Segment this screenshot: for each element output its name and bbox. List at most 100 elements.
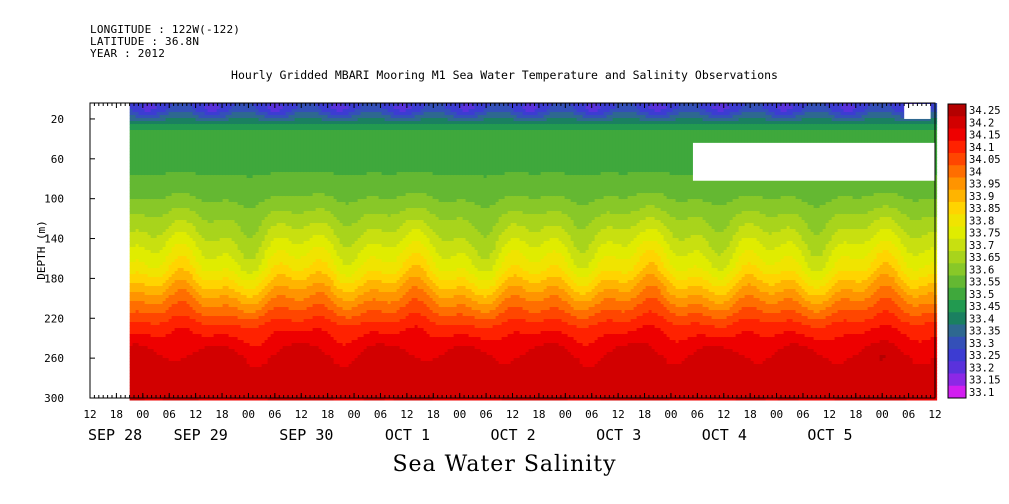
salinity-cell <box>222 391 227 395</box>
salinity-cell <box>174 391 179 395</box>
salinity-cell <box>150 127 155 131</box>
salinity-cell <box>213 355 218 359</box>
salinity-cell <box>243 232 248 236</box>
salinity-cell <box>198 301 203 305</box>
salinity-cell <box>237 268 242 272</box>
salinity-cell <box>267 340 272 344</box>
salinity-cell <box>180 361 185 365</box>
salinity-cell <box>129 247 134 251</box>
salinity-cell <box>186 349 191 353</box>
salinity-cell <box>171 253 176 257</box>
salinity-cell <box>246 205 251 209</box>
salinity-cell <box>177 217 182 221</box>
salinity-cell <box>225 244 230 248</box>
salinity-cell <box>153 361 158 365</box>
salinity-cell <box>180 154 185 158</box>
salinity-cell <box>213 313 218 317</box>
salinity-cell <box>258 187 263 191</box>
salinity-cell <box>159 187 164 191</box>
salinity-cell <box>186 106 191 110</box>
salinity-cell <box>219 133 224 137</box>
salinity-cell <box>252 337 257 341</box>
salinity-cell <box>240 316 245 320</box>
salinity-cell <box>261 283 266 287</box>
salinity-cell <box>147 250 152 254</box>
salinity-cell <box>234 226 239 230</box>
salinity-cell <box>138 226 143 230</box>
salinity-cell <box>243 394 248 398</box>
salinity-cell <box>228 340 233 344</box>
salinity-cell <box>165 298 170 302</box>
salinity-cell <box>261 352 266 356</box>
salinity-cell <box>273 205 278 209</box>
salinity-cell <box>249 136 254 140</box>
salinity-cell <box>180 202 185 206</box>
salinity-cell <box>198 130 203 134</box>
salinity-cell <box>153 241 158 245</box>
salinity-cell <box>147 361 152 365</box>
salinity-cell <box>180 262 185 266</box>
salinity-cell <box>258 397 263 401</box>
salinity-cell <box>198 109 203 113</box>
salinity-cell <box>129 262 134 266</box>
salinity-cell <box>150 355 155 359</box>
salinity-cell <box>204 199 209 203</box>
salinity-cell <box>243 358 248 362</box>
salinity-cell <box>252 202 257 206</box>
salinity-cell <box>129 151 134 155</box>
salinity-cell <box>138 358 143 362</box>
salinity-cell <box>249 346 254 350</box>
salinity-cell <box>132 205 137 209</box>
salinity-cell <box>207 283 212 287</box>
salinity-cell <box>234 298 239 302</box>
salinity-cell <box>222 361 227 365</box>
salinity-cell <box>237 136 242 140</box>
salinity-cell <box>201 274 206 278</box>
salinity-cell <box>240 133 245 137</box>
salinity-cell <box>255 142 260 146</box>
salinity-cell <box>189 217 194 221</box>
salinity-cell <box>255 325 260 329</box>
salinity-cell <box>261 304 266 308</box>
salinity-cell <box>252 319 257 323</box>
salinity-cell <box>159 268 164 272</box>
salinity-cell <box>147 115 152 119</box>
salinity-cell <box>264 331 269 335</box>
salinity-cell <box>207 388 212 392</box>
salinity-cell <box>156 124 161 128</box>
salinity-cell <box>138 286 143 290</box>
salinity-cell <box>270 388 275 392</box>
salinity-cell <box>210 127 215 131</box>
salinity-cell <box>249 292 254 296</box>
salinity-cell <box>180 190 185 194</box>
salinity-cell <box>186 115 191 119</box>
longitude-label: LONGITUDE : 122W(-122) <box>90 24 240 36</box>
salinity-cell <box>228 127 233 131</box>
salinity-cell <box>156 187 161 191</box>
salinity-cell <box>141 109 146 113</box>
salinity-cell <box>258 196 263 200</box>
salinity-cell <box>243 301 248 305</box>
salinity-cell <box>153 292 158 296</box>
salinity-cell <box>204 328 209 332</box>
salinity-cell <box>222 112 227 116</box>
salinity-cell <box>228 349 233 353</box>
salinity-cell <box>243 193 248 197</box>
salinity-cell <box>204 304 209 308</box>
salinity-cell <box>261 109 266 113</box>
salinity-cell <box>213 298 218 302</box>
salinity-cell <box>201 307 206 311</box>
salinity-cell <box>186 214 191 218</box>
salinity-cell <box>189 160 194 164</box>
salinity-cell <box>168 277 173 281</box>
salinity-cell <box>195 127 200 131</box>
salinity-cell <box>204 145 209 149</box>
salinity-cell <box>216 136 221 140</box>
salinity-cell <box>186 196 191 200</box>
salinity-cell <box>216 331 221 335</box>
salinity-cell <box>153 382 158 386</box>
salinity-cell <box>276 280 281 284</box>
salinity-cell <box>234 358 239 362</box>
salinity-cell <box>165 190 170 194</box>
salinity-cell <box>192 142 197 146</box>
